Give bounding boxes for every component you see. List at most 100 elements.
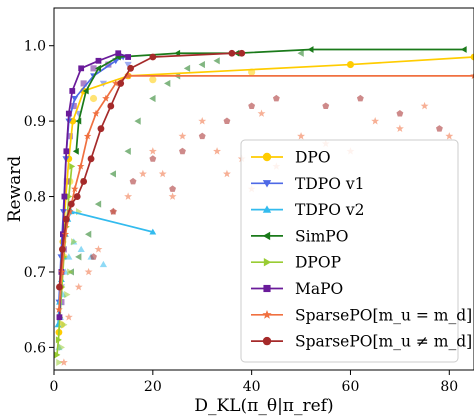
legend-marker [262,336,272,346]
data-point [347,61,354,68]
data-point [87,155,95,163]
x-axis-title: D_KL(π_θ|π_ref) [194,396,333,416]
scatter-point [420,101,429,110]
scatter-point [129,177,137,185]
data-point [149,228,157,235]
legend-item-sparsepo-m-u-m-d: SparsePO[m_u = m_d] [251,306,472,324]
data-point [65,110,72,117]
data-point [95,64,102,72]
data-point [58,268,66,276]
scatter-sparsepo-m-u-m-d [90,94,443,260]
series-line [57,210,154,325]
x-tick-label: 80 [440,379,458,395]
data-point [83,132,92,140]
data-point [72,147,79,155]
scatter-point [149,94,156,103]
data-point [82,87,89,95]
data-point [124,71,132,80]
data-point [228,49,236,57]
scatter-point [89,94,98,103]
data-point [71,185,79,193]
scatter-point [168,192,177,200]
data-point [76,162,85,170]
x-axis: 0 20 40 60 80 [50,370,458,395]
data-point [470,71,474,80]
legend-marker [263,284,271,293]
scatter-point [99,260,108,268]
scatter-point [223,169,231,178]
legend-item-tdpo-v2: TDPO v2 [251,201,364,219]
frontier-layer [54,46,474,359]
scatter-point [297,49,304,57]
data-point [107,102,115,110]
scatter-point [322,102,330,109]
scatter-point [183,64,191,72]
legend-item-tdpo-v1: TDPO v1 [251,175,364,193]
legend-item-sparsepo-m-u-m-d: SparsePO[m_u ≠ m_d] [251,333,472,351]
series-simpo [72,46,467,155]
data-point [78,65,85,72]
legend-label: SimPO [295,227,348,245]
x-tick-label: 40 [243,379,261,395]
data-point [55,336,62,344]
legend-marker [262,309,272,319]
data-point [67,200,75,208]
scatter-point [356,94,364,102]
scatter-point [75,253,82,261]
scatter-point [90,65,97,72]
scatter-point [124,147,131,155]
data-point [66,193,73,200]
scatter-point [223,117,231,125]
data-point [102,94,110,102]
data-point [125,54,132,60]
scatter-point [64,313,73,321]
scatter-point [56,358,63,367]
scatter-point [178,132,187,140]
legend-label: DPOP [295,254,341,272]
scatter-point [213,57,220,65]
legend-label: MaPO [295,280,343,298]
scatter-point [109,170,116,178]
legend-item-mapo: MaPO [251,280,343,298]
scatter-point [84,230,92,238]
data-point [75,117,82,125]
x-tick-label: 0 [50,379,59,395]
scatter-point [435,125,443,132]
data-point [149,53,157,61]
scatter-point [84,267,93,276]
data-point [97,125,105,133]
data-point [56,314,63,321]
data-point [63,148,70,155]
x-tick-label: 60 [342,379,360,395]
scatter-point [198,132,206,140]
scatter-point [395,124,404,133]
data-point [62,215,70,223]
scatter-point [61,321,68,329]
data-point [112,79,120,87]
legend-item-simpo: SimPO [251,227,348,245]
scatter-point [64,290,71,299]
scatter-point [198,116,207,125]
scatter-point [169,185,177,192]
legend-item-dpop: DPOP [251,254,341,272]
legend-item-dpo: DPO [251,149,331,167]
data-point [95,57,102,64]
scatter-point [74,282,83,291]
scatter-point [149,155,157,162]
scatter-point [164,79,171,88]
scatter-point [94,200,102,208]
y-tick-label: 0.6 [24,340,46,356]
scatter-point [445,132,454,140]
y-tick-label: 0.7 [24,265,46,281]
scatter-point [213,147,221,155]
data-point [470,53,474,61]
data-point [56,283,63,291]
scatter-point [71,238,78,246]
scatter-point [149,76,157,84]
data-point [55,305,63,313]
y-axis-title: Reward [5,156,25,223]
scatter-point [124,61,132,69]
series-mapo [56,50,132,321]
data-point [92,109,100,117]
series-sparsepo-m-u-m-d [56,49,246,291]
